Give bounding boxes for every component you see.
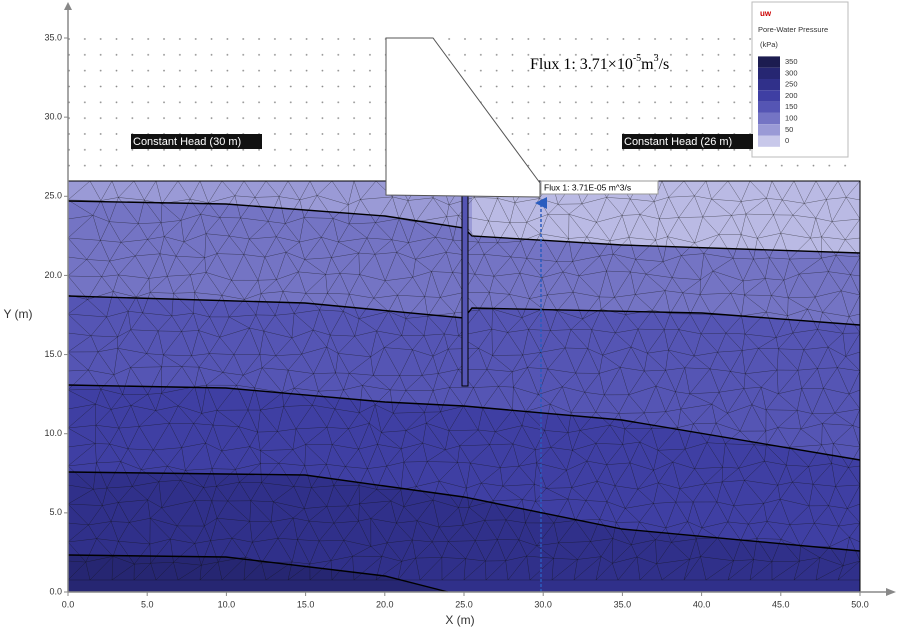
contour-line	[67, 554, 449, 593]
flux-label: Flux 1: 3.71E-05 m^3/s	[544, 182, 631, 192]
contour-line	[67, 471, 861, 552]
legend-label: 350	[785, 57, 798, 66]
contour-line	[67, 384, 861, 461]
y-arrow	[64, 2, 72, 10]
y-tick-label: 10.0	[44, 428, 62, 438]
annotation-text: Constant Head (26 m)	[624, 136, 732, 148]
x-axis-label: X (m)	[445, 613, 474, 627]
legend-label: 250	[785, 80, 798, 89]
legend-swatch	[758, 67, 780, 79]
legend-swatch	[758, 90, 780, 102]
flux-note-exp: 3	[654, 53, 659, 64]
x-tick-label: 30.0	[534, 599, 552, 609]
legend-swatch	[758, 56, 780, 68]
x-tick-label: 5.0	[141, 599, 154, 609]
x-tick-label: 45.0	[772, 599, 790, 609]
sheet-pile	[461, 180, 469, 387]
x-tick-label: 25.0	[455, 599, 473, 609]
legend-swatch	[758, 79, 780, 91]
y-tick-label: 30.0	[44, 112, 62, 122]
x-tick-label: 0.0	[62, 599, 75, 609]
y-tick-label: 35.0	[44, 32, 62, 42]
y-axis-label: Y (m)	[3, 307, 32, 321]
annotation-text: Constant Head (30 m)	[133, 136, 241, 148]
x-tick-label: 15.0	[297, 599, 315, 609]
x-tick-label: 20.0	[376, 599, 394, 609]
y-tick-label: 5.0	[49, 507, 62, 517]
legend-swatch	[758, 124, 780, 136]
y-tick-label: 15.0	[44, 349, 62, 359]
flux-note: Flux 1: 3.71×10-5m3/s	[530, 53, 669, 72]
legend-label: 100	[785, 113, 798, 122]
legend-label: 200	[785, 91, 798, 100]
legend-label: 300	[785, 68, 798, 77]
callout	[385, 37, 541, 198]
legend-swatch	[758, 101, 780, 113]
plot-area	[67, 37, 861, 593]
y-tick-label: 20.0	[44, 270, 62, 280]
band	[472, 181, 860, 253]
x-arrow	[886, 588, 896, 596]
legend-swatch	[758, 135, 780, 147]
legend-label: 50	[785, 125, 793, 134]
x-tick-label: 35.0	[614, 599, 632, 609]
legend-swatch	[758, 112, 780, 125]
legend-unit: (kPa)	[760, 40, 778, 49]
y-tick-label: 25.0	[44, 191, 62, 201]
flux-note-exp: -5	[633, 53, 641, 64]
x-tick-label: 40.0	[693, 599, 711, 609]
x-tick-label: 10.0	[218, 599, 236, 609]
flux-label-bg	[540, 180, 659, 195]
y-tick-label: 0.0	[49, 586, 62, 596]
annotation: Constant Head (30 m)	[131, 134, 262, 149]
legend-label: 0	[785, 136, 789, 145]
x-tick-label: 50.0	[851, 599, 869, 609]
flux-note-unit: /s	[659, 56, 670, 73]
legend-title: uw	[760, 9, 772, 18]
annotation: Constant Head (26 m)	[622, 134, 753, 149]
annotation-bg	[131, 134, 262, 149]
flux-note-unit: m	[641, 56, 654, 73]
legend-label: 150	[785, 102, 798, 111]
legend-subtitle: Pore-Water Pressure	[758, 25, 828, 34]
annotation-bg	[622, 134, 753, 149]
flux-note-text: Flux 1: 3.71×10	[530, 56, 633, 73]
